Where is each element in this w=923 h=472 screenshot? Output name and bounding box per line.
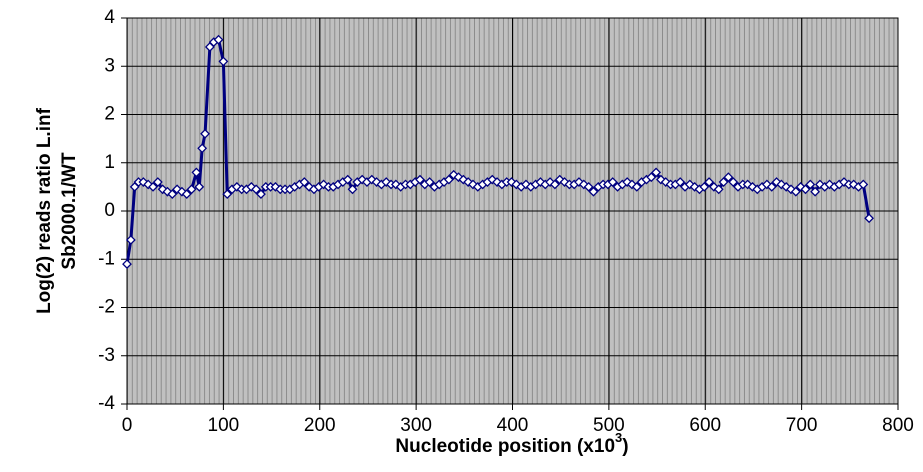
data-point [786, 184, 796, 195]
x-axis-title-sup: 3 [615, 430, 622, 445]
data-point [181, 189, 192, 200]
data-point [699, 181, 710, 192]
x-tick-label: 0 [122, 415, 133, 436]
data-point [864, 213, 875, 224]
data-point [138, 177, 149, 187]
x-axis-title: Nucleotide position (x103) [395, 430, 628, 457]
data-point [535, 177, 546, 187]
y-tick-label: -4 [98, 393, 115, 414]
data-point [651, 167, 662, 178]
y-tick-label: -1 [98, 248, 115, 269]
data-point [631, 181, 642, 192]
data-point [152, 177, 163, 187]
y-tick-label: -3 [98, 345, 115, 366]
data-point [704, 177, 715, 187]
data-point [177, 186, 187, 197]
data-point [805, 179, 816, 190]
data-point [588, 186, 599, 197]
data-point [342, 174, 353, 185]
data-point [194, 181, 205, 192]
data-point [299, 177, 310, 187]
data-point [256, 189, 266, 200]
data-point [723, 172, 734, 183]
x-tick-label: 200 [304, 415, 336, 436]
y-tick-label: -2 [98, 297, 115, 318]
data-point [148, 181, 158, 192]
data-point [800, 184, 811, 195]
data-point [448, 169, 459, 180]
x-tick-label: 800 [882, 415, 914, 436]
data-point [122, 259, 132, 269]
data-point [709, 181, 719, 192]
data-point [713, 184, 724, 195]
data-point [747, 181, 758, 192]
data-point [728, 177, 739, 187]
data-point [172, 184, 183, 195]
x-tick-label: 100 [208, 415, 240, 436]
data-point [246, 181, 257, 192]
data-point [200, 128, 210, 139]
data-point [381, 177, 392, 187]
plot-border [126, 17, 899, 405]
data-point [270, 181, 281, 192]
data-point [125, 235, 136, 245]
data-point [766, 181, 777, 192]
data-point [443, 174, 454, 185]
data-point [304, 181, 315, 192]
data-point [222, 189, 233, 200]
data-point [718, 177, 729, 187]
data-point [607, 177, 618, 187]
data-point [689, 181, 700, 192]
data-point [218, 56, 229, 67]
data-point [675, 177, 686, 187]
data-point [186, 184, 197, 195]
data-point [347, 184, 358, 195]
y-tick-label: 3 [104, 55, 115, 76]
data-point [463, 177, 474, 187]
x-tick-label: 300 [400, 415, 432, 436]
x-tick-label: 400 [497, 415, 529, 436]
y-tick-label: 0 [104, 200, 115, 221]
data-point [646, 172, 657, 183]
data-point [251, 184, 262, 195]
data-point [858, 179, 869, 190]
data-point [810, 186, 821, 197]
y-axis-title: Sb2000.1/WT [59, 152, 80, 270]
data-point [191, 167, 202, 178]
y-axis-title: Log(2) reads ratio L.inf [34, 107, 55, 314]
data-point [424, 177, 435, 187]
data-point [197, 143, 208, 154]
y-tick-label: 4 [104, 7, 115, 28]
data-point [213, 34, 224, 45]
x-axis-title-text: Nucleotide position (x10 [395, 436, 615, 457]
data-point [790, 186, 801, 197]
x-axis-title-end: ) [622, 436, 628, 457]
data-point [157, 184, 168, 195]
data-point [549, 179, 560, 190]
y-tick-label: 1 [104, 152, 115, 173]
x-tick-label: 500 [593, 415, 625, 436]
data-point [415, 174, 425, 185]
data-point [771, 177, 782, 187]
x-tick-label: 600 [689, 415, 721, 436]
data-point [574, 177, 584, 187]
data-point [583, 181, 594, 192]
x-tick-label: 700 [786, 415, 818, 436]
data-point [167, 189, 178, 200]
y-tick-label: 2 [104, 104, 115, 125]
